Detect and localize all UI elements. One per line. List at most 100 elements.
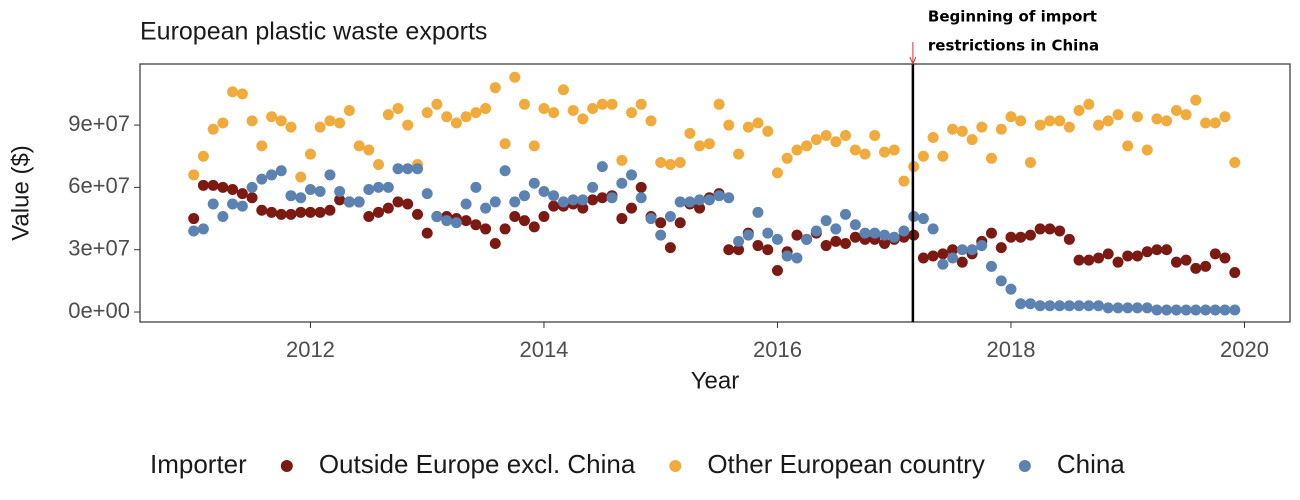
- point: [1093, 252, 1105, 264]
- point: [538, 186, 550, 198]
- point: [830, 223, 842, 235]
- point: [771, 233, 783, 245]
- point: [849, 231, 861, 243]
- point: [1219, 111, 1231, 123]
- point: [499, 223, 511, 235]
- legend-label: China: [1057, 449, 1125, 479]
- point: [577, 202, 589, 214]
- plot-panel: [139, 63, 1291, 323]
- point: [879, 237, 891, 249]
- legend-marker: [669, 460, 682, 472]
- point: [820, 215, 832, 227]
- point: [314, 186, 326, 198]
- point: [324, 169, 336, 181]
- point: [295, 206, 307, 218]
- point: [1112, 109, 1124, 121]
- point: [703, 194, 715, 206]
- point: [684, 196, 696, 208]
- point: [752, 117, 764, 129]
- point: [489, 237, 501, 249]
- point: [256, 204, 268, 216]
- point: [509, 210, 521, 222]
- point: [1131, 250, 1143, 262]
- point: [694, 194, 706, 206]
- point: [227, 86, 239, 98]
- point: [295, 192, 307, 204]
- point: [480, 102, 492, 114]
- point: [956, 244, 968, 256]
- point: [995, 275, 1007, 287]
- point: [499, 165, 511, 177]
- point: [275, 208, 287, 220]
- point: [567, 194, 579, 206]
- point: [1180, 109, 1192, 121]
- point: [664, 159, 676, 171]
- point: [197, 150, 209, 162]
- point: [1122, 140, 1134, 152]
- point: [791, 252, 803, 264]
- point: [956, 256, 968, 268]
- point: [304, 206, 316, 218]
- point: [363, 210, 375, 222]
- point: [781, 250, 793, 262]
- point: [674, 217, 686, 229]
- point: [888, 144, 900, 156]
- point: [733, 235, 745, 247]
- point: [470, 181, 482, 193]
- point: [635, 192, 647, 204]
- point: [674, 156, 686, 168]
- point: [1161, 304, 1173, 316]
- point: [606, 192, 618, 204]
- point: [1151, 304, 1163, 316]
- point: [334, 117, 346, 129]
- point: [742, 229, 754, 241]
- point: [976, 240, 988, 252]
- point: [1102, 115, 1114, 127]
- point: [1180, 254, 1192, 266]
- point: [1209, 248, 1221, 260]
- point: [431, 98, 443, 110]
- point: [626, 169, 638, 181]
- point: [314, 206, 326, 218]
- y-tick-label: 3e+07: [68, 236, 130, 261]
- point: [616, 213, 628, 225]
- point: [538, 210, 550, 222]
- point: [1170, 105, 1182, 117]
- point: [207, 179, 219, 191]
- point: [1024, 298, 1036, 310]
- point: [655, 217, 667, 229]
- point: [1044, 300, 1056, 312]
- point: [567, 105, 579, 117]
- point: [343, 196, 355, 208]
- point: [947, 252, 959, 264]
- point: [840, 129, 852, 141]
- point: [1034, 223, 1046, 235]
- point: [635, 181, 647, 193]
- point: [674, 196, 686, 208]
- point: [197, 223, 209, 235]
- point: [684, 127, 696, 139]
- point: [441, 215, 453, 227]
- point: [557, 196, 569, 208]
- point: [1161, 244, 1173, 256]
- chart-title: European plastic waste exports: [140, 18, 487, 46]
- point: [528, 177, 540, 189]
- point: [1131, 302, 1143, 314]
- point: [752, 206, 764, 218]
- point: [1200, 117, 1212, 129]
- point: [859, 148, 871, 160]
- x-tick-label: 2016: [753, 337, 802, 362]
- point: [518, 215, 530, 227]
- point: [266, 169, 278, 181]
- point: [820, 240, 832, 252]
- point: [509, 71, 521, 83]
- point: [694, 140, 706, 152]
- point: [966, 244, 978, 256]
- point: [188, 225, 200, 237]
- point: [596, 98, 608, 110]
- point: [849, 144, 861, 156]
- point: [1015, 298, 1027, 310]
- y-tick-label: 6e+07: [68, 173, 130, 198]
- point: [1122, 250, 1134, 262]
